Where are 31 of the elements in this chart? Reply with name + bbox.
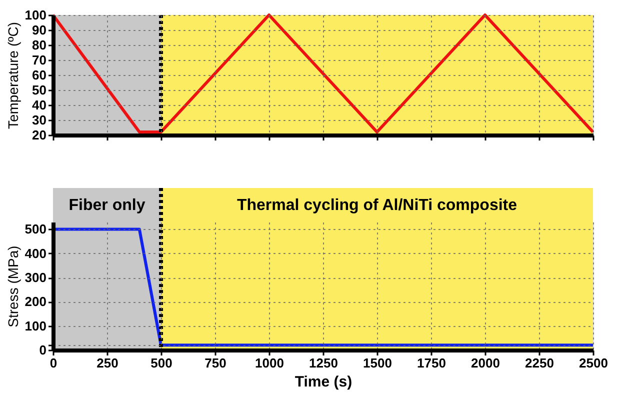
y-tick-label: 100: [24, 318, 46, 334]
x-tick-label: 2250: [525, 356, 554, 370]
x-tick-label: 1000: [255, 356, 284, 370]
y-tick-label: 400: [24, 246, 46, 261]
y-tick-label: 50: [32, 82, 46, 98]
y-tick-label: 20: [32, 128, 46, 142]
x-tick-label: 250: [96, 356, 118, 370]
x-axis-title: Time (s): [294, 374, 352, 390]
y-tick-label: 300: [24, 270, 46, 286]
band-label: Fiber only: [68, 197, 146, 214]
y-tick-label: 0: [39, 342, 46, 358]
y-axis-title: Stress (MPa): [4, 246, 21, 328]
x-tick-label: 1250: [309, 356, 338, 370]
y-tick-label: 100: [24, 8, 46, 22]
y-tick-label: 500: [24, 222, 46, 237]
y-tick-label: 30: [32, 112, 46, 128]
y-tick-label: 90: [32, 22, 46, 38]
x-tick-label: 2000: [471, 356, 500, 370]
x-tick-label: 1500: [363, 356, 392, 370]
y-tick-label: 60: [32, 68, 46, 82]
y-tick-label: 70: [32, 52, 46, 68]
x-tick-label: 0: [50, 356, 58, 370]
x-tick-label: 2500: [579, 356, 608, 370]
y-tick-label: 200: [24, 294, 46, 310]
x-tick-label: 1750: [417, 356, 446, 370]
y-tick-label: 80: [32, 38, 46, 52]
x-tick-label: 500: [150, 356, 172, 370]
x-tick-label: 750: [204, 356, 226, 370]
y-axis-title: Temperature (ºC): [4, 22, 21, 130]
y-tick-label: 40: [32, 98, 46, 112]
band-label: Thermal cycling of Al/NiTi composite: [236, 197, 518, 214]
